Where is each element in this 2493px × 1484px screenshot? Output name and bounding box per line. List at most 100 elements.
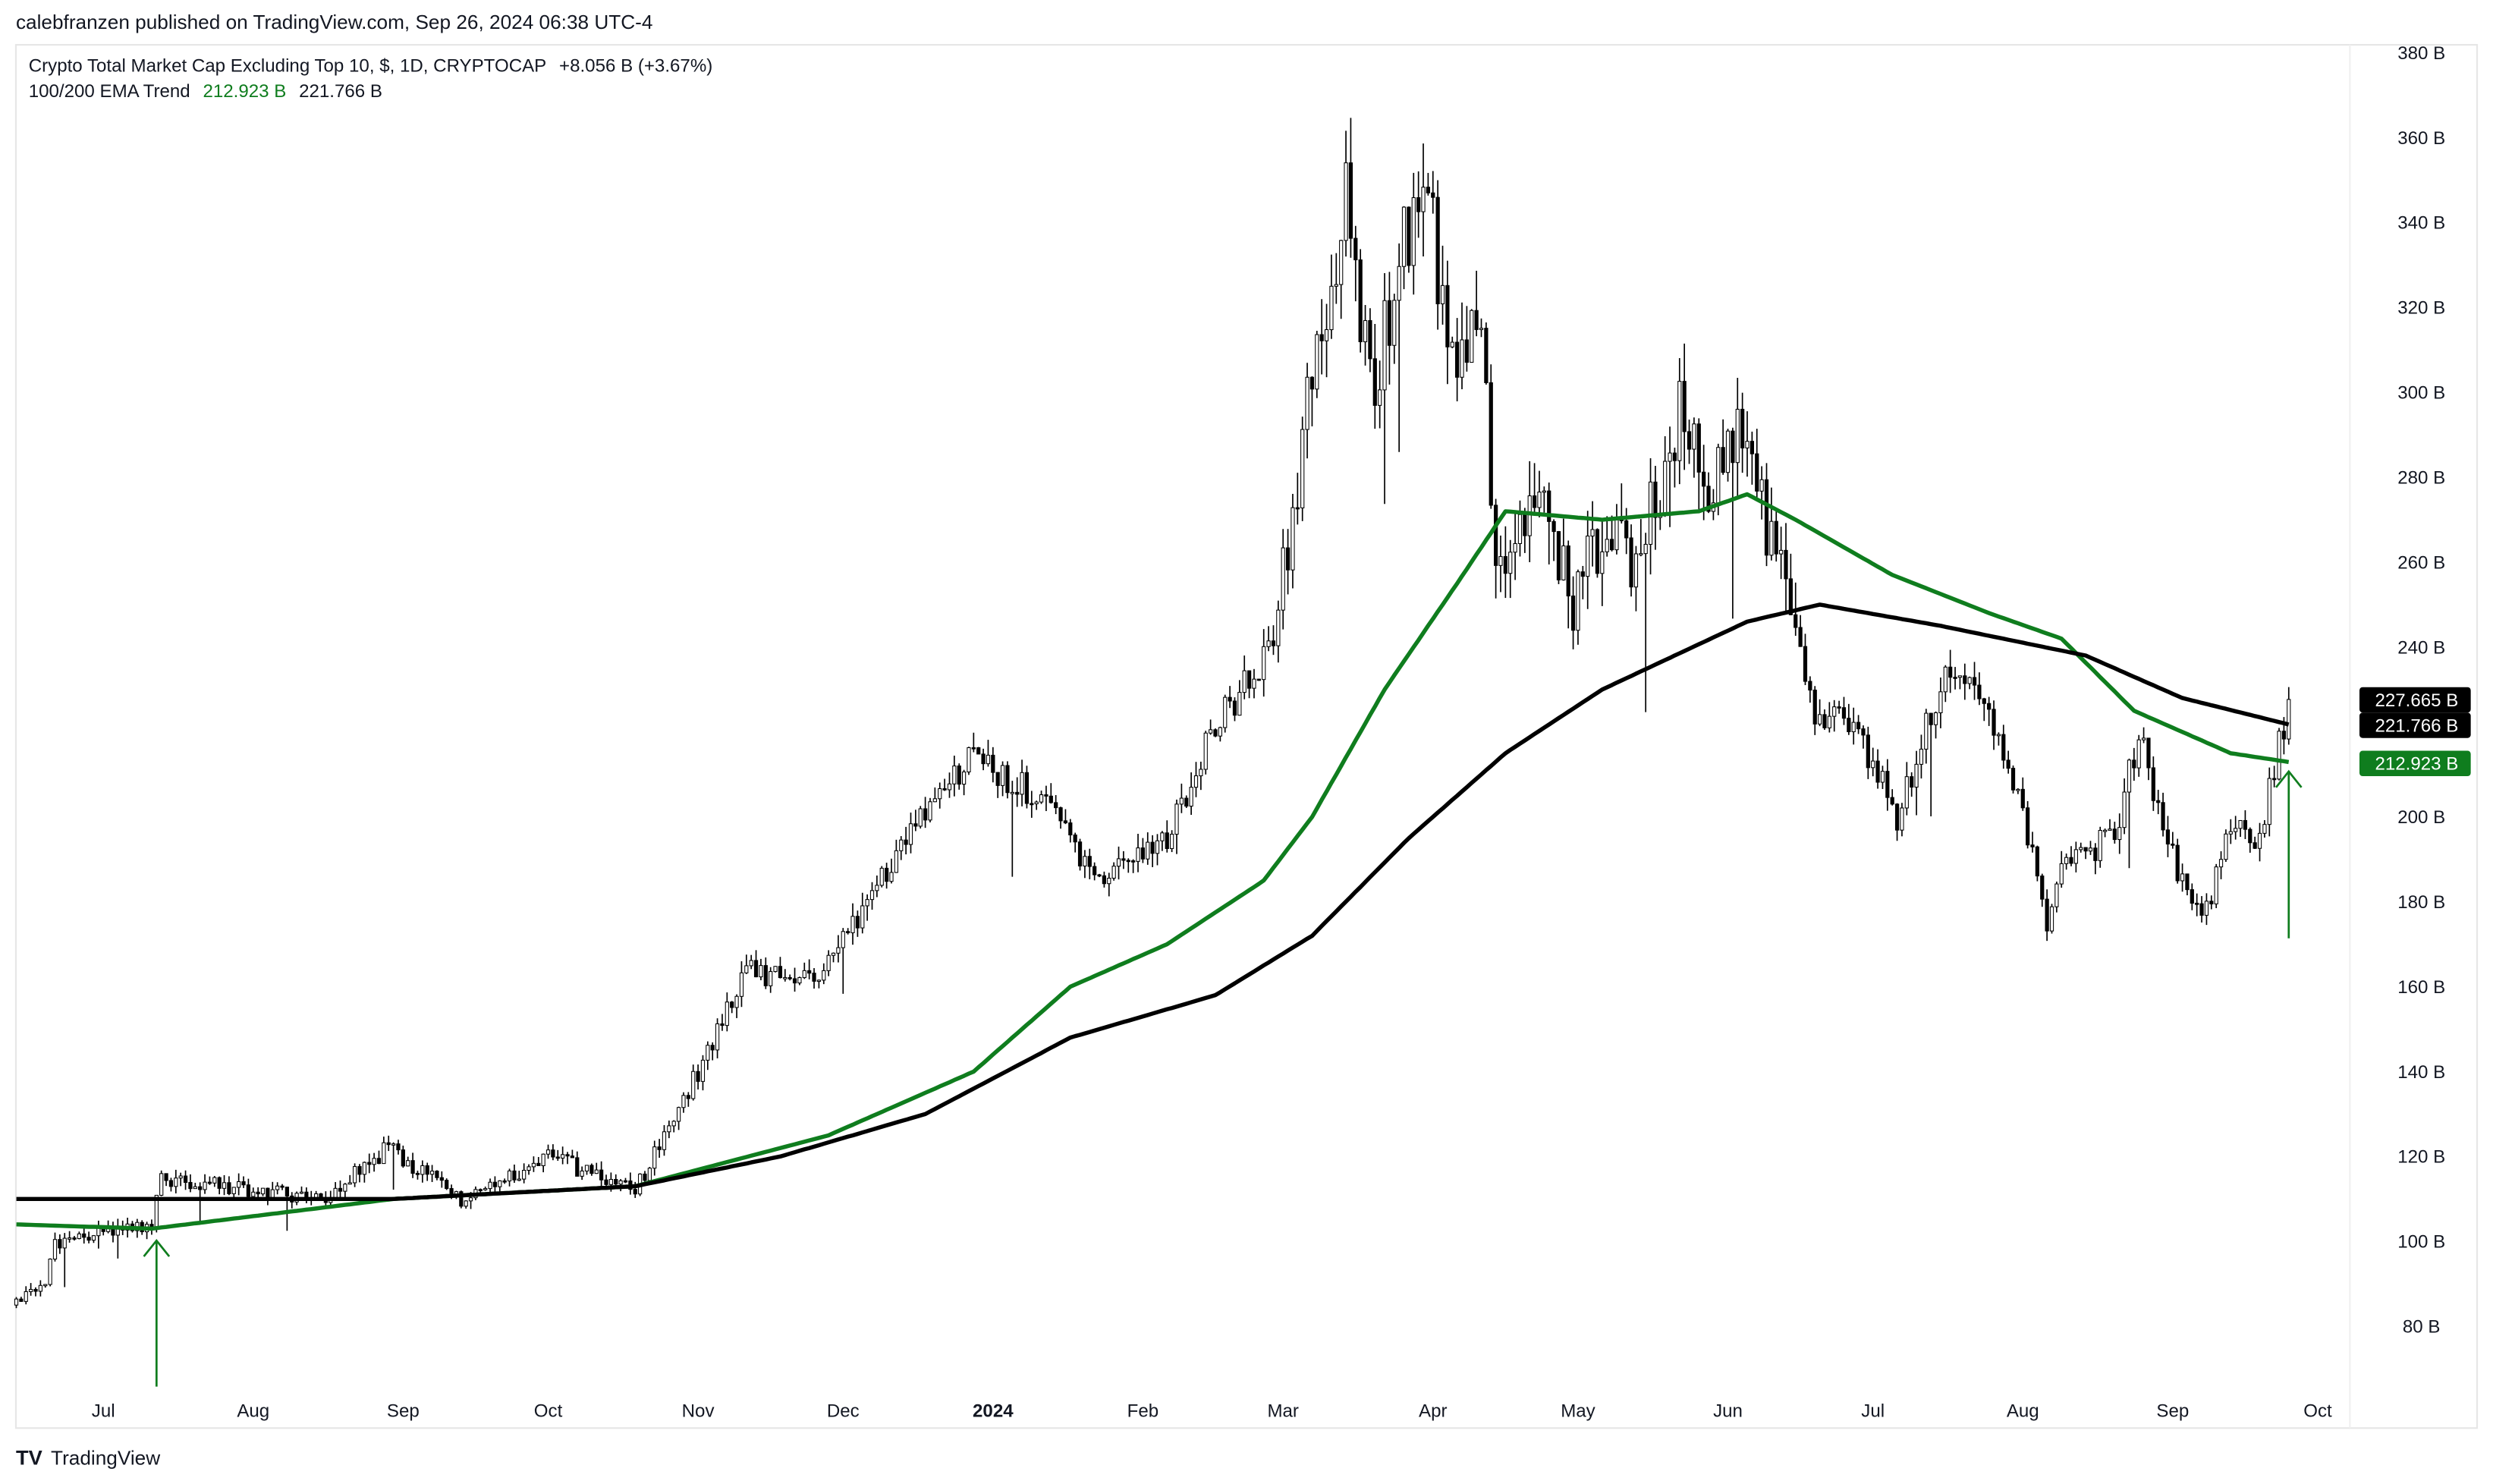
candle — [1479, 318, 1484, 338]
candle-body — [971, 747, 976, 750]
candle — [362, 1161, 366, 1183]
candle-body — [1847, 718, 1851, 733]
candle — [357, 1164, 362, 1183]
candle-body — [1513, 542, 1517, 553]
candle-body — [33, 1288, 38, 1292]
candle — [1885, 759, 1890, 811]
candle-body — [1755, 453, 1759, 492]
candle — [1372, 324, 1377, 429]
candle — [1759, 466, 1764, 520]
candle — [1015, 777, 1020, 807]
price-tick-label: 180 B — [2397, 892, 2445, 913]
candle — [1010, 781, 1014, 877]
candle-body — [1010, 791, 1014, 794]
legend-symbol: Crypto Total Market Cap Excluding Top 10… — [29, 56, 713, 77]
candle — [1822, 709, 1827, 731]
candle-body — [1841, 707, 1847, 719]
chart-pane[interactable] — [14, 44, 2479, 1429]
candle — [1445, 260, 1450, 385]
candle-body — [1702, 471, 1706, 487]
candle — [188, 1174, 193, 1193]
candle-body — [1764, 479, 1769, 556]
candle — [700, 1055, 706, 1091]
candle-body — [2180, 873, 2185, 882]
candle-body — [14, 1298, 19, 1306]
candle-body — [1527, 495, 1532, 536]
candle — [1160, 831, 1165, 851]
candle-body — [343, 1184, 347, 1192]
candle-body — [2045, 898, 2049, 932]
candle-body — [1595, 529, 1600, 574]
candle-body — [1131, 860, 1136, 863]
candle-body — [1663, 461, 1668, 515]
candle-body — [445, 1180, 449, 1190]
candle-body — [338, 1187, 343, 1192]
candle — [614, 1174, 618, 1187]
candle-body — [1435, 197, 1440, 304]
candle-body — [285, 1187, 290, 1196]
candle-body — [1735, 408, 1740, 464]
candle-body — [981, 753, 986, 765]
candle-body — [720, 1023, 725, 1027]
candle — [691, 1064, 696, 1101]
candle — [406, 1156, 410, 1167]
candle-body — [1561, 545, 1566, 580]
candle — [1358, 249, 1363, 353]
candle-body — [763, 965, 768, 986]
candle — [889, 858, 894, 884]
candle — [1508, 539, 1513, 599]
candle — [802, 962, 806, 979]
candle-body — [1827, 715, 1831, 728]
candle — [942, 778, 947, 791]
candle-body — [502, 1180, 507, 1183]
candle — [522, 1163, 527, 1184]
candle-body — [1731, 430, 1735, 464]
candle — [2190, 883, 2194, 910]
candle — [1778, 527, 1784, 580]
candle — [1170, 830, 1174, 853]
candle — [512, 1164, 517, 1184]
candle — [1285, 529, 1291, 595]
price-tick-label: 140 B — [2397, 1062, 2445, 1083]
candle — [961, 769, 967, 796]
candle — [1871, 747, 1875, 777]
candle — [1977, 672, 1982, 706]
candle-body — [749, 960, 753, 967]
time-tick-label: Jun — [1713, 1401, 1743, 1422]
candle — [1547, 482, 1551, 565]
candle-body — [1769, 520, 1774, 556]
candle-body — [483, 1188, 488, 1190]
candle-body — [24, 1291, 28, 1302]
candle — [1953, 667, 1957, 690]
candle-body — [1740, 408, 1745, 448]
tradingview-logo-icon: TV — [16, 1445, 42, 1469]
candle-body — [62, 1237, 67, 1249]
candle — [1740, 392, 1745, 473]
candle-body — [1107, 877, 1111, 885]
price-tick-label: 380 B — [2397, 43, 2445, 64]
candle-body — [1996, 734, 2001, 737]
price-axis[interactable]: 380 B 360 B 340 B 320 B 300 B 280 B 260 B 240 B… — [2397, 43, 2445, 1338]
candle-body — [507, 1170, 512, 1182]
candle-body — [1000, 765, 1005, 786]
candle-body — [193, 1186, 197, 1190]
time-axis[interactable]: Jul Aug Sep Oct Nov Dec 2024 Feb Mar Apr May Jun Jul… — [92, 1401, 2332, 1422]
candle — [885, 863, 889, 889]
candle — [2010, 765, 2016, 794]
candle — [1223, 694, 1228, 733]
candle-body — [522, 1169, 527, 1180]
candle-body — [2243, 819, 2248, 830]
candle — [1387, 272, 1392, 385]
candle — [52, 1232, 58, 1262]
candle — [1077, 838, 1083, 871]
candle — [1576, 569, 1580, 645]
candle — [1315, 330, 1319, 398]
candle-body — [836, 947, 841, 954]
candle — [498, 1180, 502, 1193]
legend-indicator[interactable]: 100/200 EMA Trend 212.923 B 221.766 B — [29, 81, 382, 102]
candle-body — [855, 916, 860, 929]
tradingview-logo[interactable]: TV TradingView — [16, 1445, 160, 1469]
candle-body — [77, 1233, 81, 1240]
candle-body — [1083, 856, 1087, 866]
